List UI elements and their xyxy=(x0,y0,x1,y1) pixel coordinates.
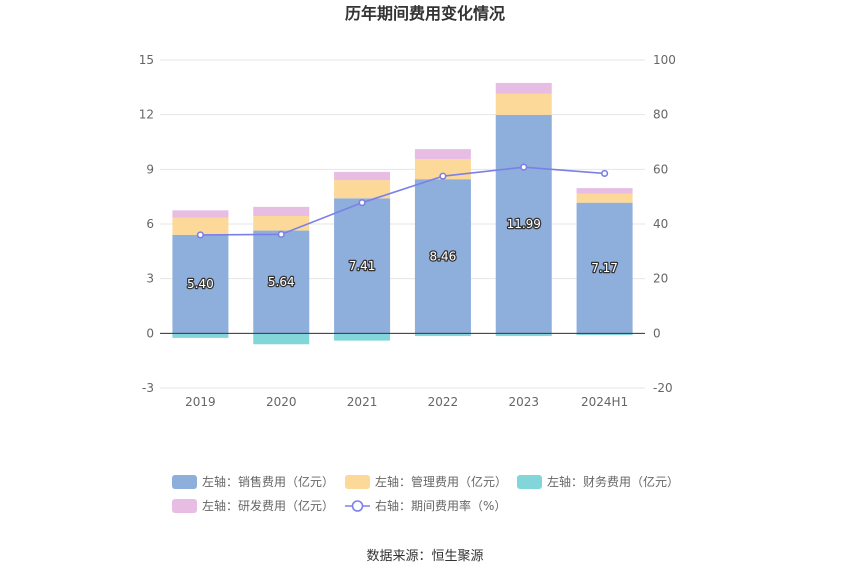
rate-point xyxy=(520,163,528,171)
bar-segment xyxy=(253,230,310,334)
legend-swatch xyxy=(517,475,542,489)
left-tick-label: 15 xyxy=(139,53,154,67)
bar-segment xyxy=(495,93,552,115)
right-tick-label: 100 xyxy=(653,53,676,67)
x-tick-label: 2019 xyxy=(185,395,216,409)
legend-swatch xyxy=(345,475,370,489)
bar-segment xyxy=(253,333,310,345)
bar-segment xyxy=(172,234,229,334)
bar-segment xyxy=(576,202,633,334)
line-series xyxy=(196,163,609,239)
rate-line xyxy=(200,166,605,236)
left-tick-label: 9 xyxy=(146,162,154,176)
data-label: 7.41 xyxy=(349,259,376,273)
bar-segment xyxy=(495,114,552,334)
right-tick-label: -20 xyxy=(653,381,673,395)
legend-label: 左轴：管理费用（亿元） xyxy=(375,474,507,489)
left-tick-label: -3 xyxy=(142,381,154,395)
chart-title: 历年期间费用变化情况 xyxy=(345,4,505,23)
source-note: 数据来源：恒生聚源 xyxy=(366,549,483,564)
x-tick-label: 2023 xyxy=(508,395,539,409)
left-axis: -3 0 3 6 9 12 15 xyxy=(139,53,154,395)
right-tick-label: 40 xyxy=(653,217,668,231)
bar-segment xyxy=(172,217,229,235)
bar-segment xyxy=(576,333,633,336)
x-tick-label: 2024H1 xyxy=(581,395,628,409)
right-tick-label: 0 xyxy=(653,326,661,340)
x-axis: 2019 2020 2021 2022 2023 2024H1 xyxy=(185,395,628,409)
right-tick-label: 80 xyxy=(653,108,668,122)
data-label: 11.99 xyxy=(507,217,541,231)
right-tick-label: 20 xyxy=(653,272,668,286)
left-tick-label: 6 xyxy=(146,217,154,231)
legend-label: 左轴：研发费用（亿元） xyxy=(202,498,334,513)
x-tick-label: 2021 xyxy=(347,395,378,409)
bar-segment xyxy=(414,333,471,337)
data-labels: 5.40 5.64 7.41 8.46 11.99 7.17 xyxy=(186,216,619,293)
legend: 左轴：销售费用（亿元） 左轴：管理费用（亿元） 左轴：财务费用（亿元） 左轴：研发费用… xyxy=(172,474,679,513)
legend-swatch xyxy=(172,499,197,513)
bar-segment xyxy=(414,179,471,334)
legend-label: 左轴：财务费用（亿元） xyxy=(547,474,679,489)
bar-segment xyxy=(334,333,391,341)
bar-segment xyxy=(172,210,229,218)
bar-segment xyxy=(253,206,310,216)
bar-segment xyxy=(495,333,552,337)
rate-point xyxy=(358,199,366,207)
bar-segment xyxy=(172,333,229,338)
rate-point xyxy=(277,230,285,238)
bar-segment xyxy=(334,180,391,199)
legend-line-marker xyxy=(351,500,364,512)
rate-point xyxy=(196,231,205,239)
data-label: 5.40 xyxy=(187,277,214,291)
x-tick-label: 2020 xyxy=(266,395,297,409)
bar-segment xyxy=(253,215,310,231)
left-tick-label: 12 xyxy=(139,108,154,122)
data-label: 8.46 xyxy=(430,249,457,263)
rate-point xyxy=(439,172,447,180)
rate-point xyxy=(600,169,609,178)
left-tick-label: 3 xyxy=(146,272,154,286)
bar-series xyxy=(172,82,633,345)
left-tick-label: 0 xyxy=(146,326,154,340)
bar-segment xyxy=(495,82,552,94)
legend-label: 右轴：期间费用率（%） xyxy=(375,498,506,513)
legend-label: 左轴：销售费用（亿元） xyxy=(202,474,334,489)
grid-lines xyxy=(160,59,645,389)
right-axis: -20 0 20 40 60 80 100 xyxy=(653,53,676,395)
data-label: 5.64 xyxy=(268,275,295,289)
bar-segment xyxy=(576,193,633,203)
bar-segment xyxy=(576,188,633,194)
bar-segment xyxy=(334,171,391,181)
bar-segment xyxy=(414,149,471,160)
legend-swatch xyxy=(172,475,197,489)
data-label: 7.17 xyxy=(591,261,618,275)
x-tick-label: 2022 xyxy=(428,395,459,409)
right-tick-label: 60 xyxy=(653,162,668,176)
bar-segment xyxy=(334,198,391,334)
